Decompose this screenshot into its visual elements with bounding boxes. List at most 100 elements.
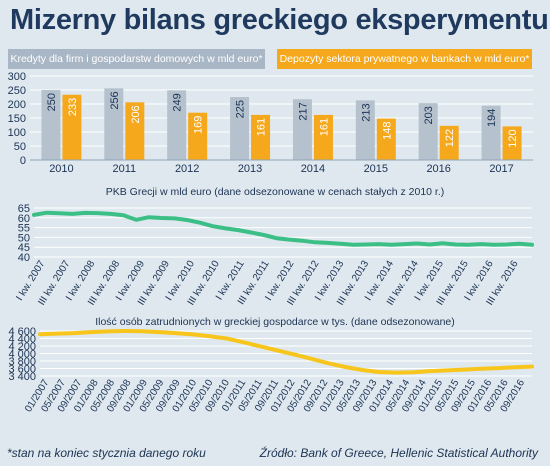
bar-x-tick-label: 2016 [426,163,450,175]
bar-y-tick-label: 300 [8,71,26,83]
loans-bar-value: 213 [360,103,372,121]
gdp-y-tick-label: 60 [18,213,30,225]
deposits-bar-value: 233 [67,98,79,116]
bar-y-tick-label: 250 [8,85,26,97]
deposits-bar [502,126,522,160]
bar-x-tick-label: 2017 [489,163,513,175]
employment-point [531,366,533,368]
gdp-point [186,219,188,221]
loans-bar [41,90,61,160]
employment-point [514,366,516,368]
gdp-point [71,213,73,215]
employment-point [344,366,346,368]
employment-point [107,330,109,332]
deposits-bar [125,102,145,160]
bar-y-tick-label: 200 [8,99,26,111]
gdp-y-tick-label: 55 [18,223,30,235]
employment-line [38,329,534,375]
employment-point [463,369,465,371]
loans-bar [292,99,312,160]
employment-point [395,372,397,374]
deposits-bar [188,112,208,160]
employment-y-tick-label: 3 800 [8,356,36,368]
footnote: *stan na koniec stycznia danego roku [7,446,206,460]
loans-bar-value: 194 [486,109,498,127]
gdp-point [110,213,112,215]
employment-point [209,335,211,337]
loans-bar-value: 256 [109,91,121,109]
gdp-point [327,242,329,244]
gdp-point [467,244,469,246]
deposits-bar [251,114,271,160]
deposits-bar-value: 148 [381,122,393,140]
employment-point [446,369,448,371]
employment-y-tick-label: 3 600 [8,364,36,376]
bar-y-tick-label: 100 [8,127,26,139]
gdp-point [122,214,124,216]
employment-point [497,367,499,369]
employment-point [158,331,160,333]
gdp-point [403,243,405,245]
gdp-point [97,212,99,214]
bar-x-tick-label: 2012 [175,163,199,175]
gdp-point [263,234,265,236]
employment-y-tick-label: 4 400 [8,334,36,346]
gdp-y-tick-label: 50 [18,232,30,244]
employment-point [412,371,414,373]
employment-point [310,358,313,360]
employment-chart-title: Ilość osób zatrudnionych w greckiej gosp… [95,316,455,328]
employment-point [56,333,58,335]
gdp-point [352,244,354,246]
gdp-point [493,244,495,246]
deposits-bar-value: 120 [507,129,519,147]
gdp-point [531,244,533,246]
employment-point [141,330,143,332]
source-note: Źródło: Bank of Greece, Hellenic Statist… [259,446,538,460]
gdp-point [429,243,431,246]
employment-point [276,349,279,352]
bar-y-tick-label: 150 [8,113,26,125]
deposits-bar-value: 161 [256,118,268,136]
employment-point [480,368,482,370]
gdp-point [161,217,163,219]
employment-y-tick-label: 4 200 [8,341,36,353]
gdp-point [416,242,418,245]
employment-point [242,341,245,343]
gdp-point [84,212,86,214]
gdp-point [442,242,444,244]
gdp-y-tick-label: 65 [18,203,30,215]
gdp-point [33,214,35,216]
loans-bar [230,97,250,160]
gdp-point [480,243,482,245]
gdp-point [288,238,290,241]
gdp-point [505,243,508,246]
gdp-point [365,243,367,246]
loans-bar-value: 249 [172,93,184,111]
loans-bar [418,103,438,160]
loans-bar-value: 250 [46,93,58,111]
legend-deposits: Depozyty sektora prywatnego w bankach w … [277,49,532,69]
employment-point [259,345,262,347]
gdp-point [454,243,456,246]
gdp-point [58,212,61,214]
gdp-y-tick-label: 45 [18,242,30,254]
employment-point [378,371,380,373]
bar-x-tick-label: 2010 [49,163,73,175]
employment-point [361,369,363,371]
loans-bar [481,105,501,160]
loans-bar-value: 217 [297,102,309,120]
employment-y-tick-label: 4 000 [8,349,36,361]
gdp-point [314,241,316,243]
deposits-bar-value: 206 [130,105,142,123]
employment-point [73,332,75,334]
legend-loans: Kredyty dla firm i gospodarstw domowych … [8,49,265,69]
bar-x-tick-label: 2011 [112,163,136,175]
gdp-point [135,219,137,221]
employment-y-tick-label: 4 600 [8,326,36,338]
bar-x-tick-label: 2013 [238,163,262,175]
gdp-point [224,227,227,229]
employment-point [175,332,177,334]
loans-bar-value: 203 [423,106,435,124]
gdp-point [212,225,214,227]
